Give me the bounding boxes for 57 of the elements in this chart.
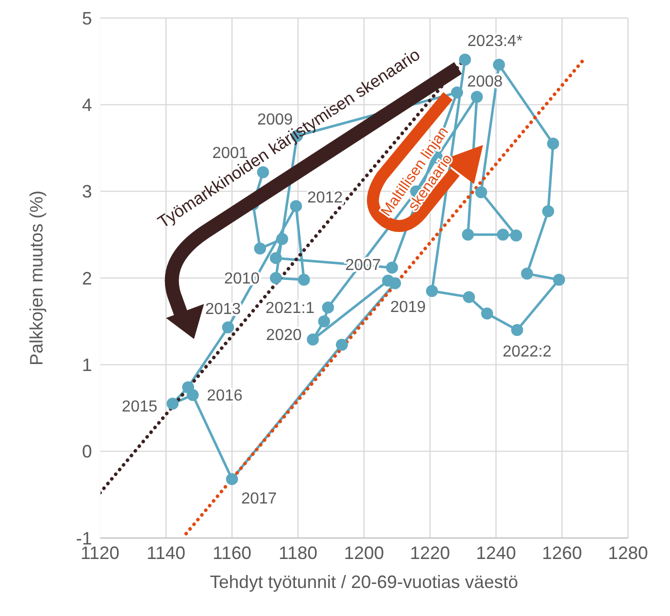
point <box>186 389 199 401</box>
point <box>386 262 398 274</box>
point <box>496 228 509 241</box>
point <box>521 268 534 280</box>
point <box>254 242 266 255</box>
point <box>462 228 474 241</box>
x-tick-label: 1240 <box>476 542 516 563</box>
annotation: 2019 <box>390 298 426 316</box>
point <box>542 205 554 218</box>
point <box>382 274 394 287</box>
annotation: 2023:4* <box>467 33 523 50</box>
point <box>322 301 334 314</box>
point <box>462 291 475 304</box>
x-axis-title: Tehdyt työtunnit / 20-69-vuotias väestö <box>210 572 518 592</box>
point <box>470 90 483 103</box>
point <box>547 138 560 150</box>
annotation: 2012 <box>307 190 343 207</box>
point <box>458 54 471 66</box>
point <box>270 272 282 284</box>
point <box>298 274 310 286</box>
y-tick-label: 1 <box>82 355 92 376</box>
point <box>226 473 238 486</box>
annotation: 2017 <box>241 490 277 508</box>
point <box>306 334 319 346</box>
point <box>336 338 348 351</box>
point <box>426 285 438 297</box>
x-tick-label: 1180 <box>278 542 318 563</box>
point <box>510 230 522 242</box>
point <box>166 398 179 410</box>
point <box>481 308 494 320</box>
point <box>451 86 464 99</box>
point <box>511 324 524 336</box>
y-tick-label: 2 <box>82 268 92 288</box>
point <box>492 58 505 71</box>
x-tick-label: 1260 <box>542 542 582 563</box>
point <box>276 233 288 245</box>
y-tick-label: 0 <box>82 442 92 462</box>
x-tick-label: 1160 <box>212 542 252 563</box>
y-tick-label: 4 <box>82 95 92 116</box>
x-tick-label: 1280 <box>608 542 648 563</box>
x-tick-label: 1200 <box>344 542 384 563</box>
annotation: 2022:2 <box>502 344 552 361</box>
annotation: 2020 <box>266 327 302 344</box>
y-axis-title: Palkkojen muutos (%) <box>26 190 46 366</box>
x-tick-label: 1220 <box>410 542 450 563</box>
annotation: 2016 <box>206 388 243 405</box>
y-tick-label: 5 <box>82 8 92 28</box>
annotation: 2015 <box>122 398 158 416</box>
y-tick-label: 3 <box>82 182 92 202</box>
point <box>475 186 488 198</box>
annotation: 2021:1 <box>266 300 315 318</box>
point <box>553 274 566 286</box>
point <box>222 321 234 334</box>
point <box>270 252 282 264</box>
point <box>290 200 302 212</box>
point <box>318 315 330 328</box>
x-tick-label: 1140 <box>146 542 186 563</box>
